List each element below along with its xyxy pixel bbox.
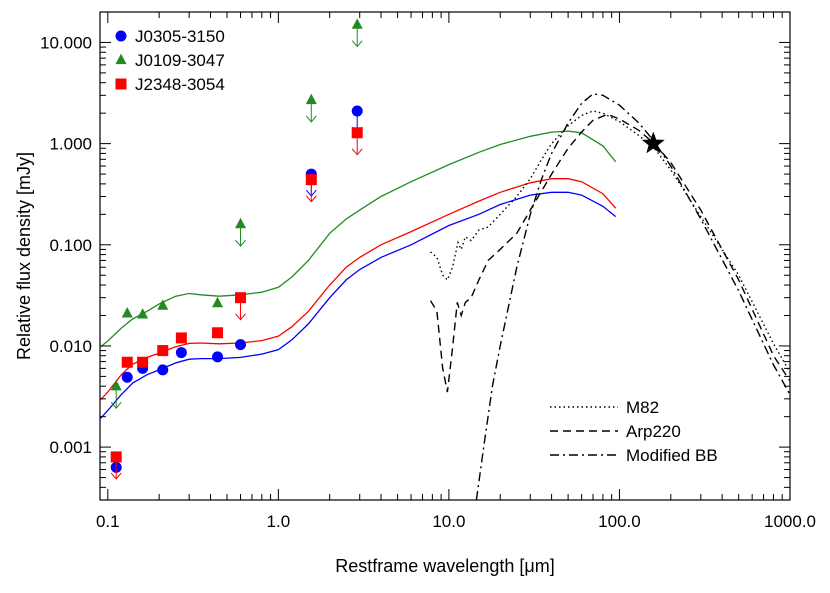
data-point-j2348-3054 xyxy=(305,174,317,203)
curves-layer xyxy=(100,93,790,500)
upper-limit-arrow-head xyxy=(110,472,122,480)
data-point-j2348-3054 xyxy=(212,327,224,339)
data-point-marker xyxy=(351,18,363,29)
data-point-marker xyxy=(121,356,133,368)
data-point-marker xyxy=(175,347,187,359)
data-point-marker xyxy=(305,93,317,105)
upper-limit-arrow-head xyxy=(305,115,317,123)
points-layer xyxy=(110,18,665,480)
legend-label: Arp220 xyxy=(626,422,681,441)
data-point-j0109-3047 xyxy=(235,217,247,247)
data-point-j0305-3150 xyxy=(235,339,247,351)
data-point-j0109-3047 xyxy=(351,18,363,48)
model-curve-j0109-3047 xyxy=(100,130,617,348)
legend-marker xyxy=(115,53,127,65)
data-point-j2348-3054 xyxy=(137,356,149,368)
data-point-j2348-3054 xyxy=(175,332,187,344)
data-point-marker xyxy=(351,105,363,117)
template-curve-arp220 xyxy=(429,113,790,393)
upper-limit-arrow-head xyxy=(235,239,246,247)
data-point-j0109-3047 xyxy=(157,299,169,310)
template-legend: M82 Arp220 Modified BB xyxy=(550,398,718,465)
data-point-marker xyxy=(137,356,149,368)
legend-label: J0109-3047 xyxy=(135,51,225,70)
data-point-marker xyxy=(212,351,224,363)
upper-limit-arrow-head xyxy=(110,401,122,409)
model-curve-j2348-3054 xyxy=(100,178,617,401)
template-curve-modified-bb xyxy=(475,93,790,500)
data-point-j0109-3047 xyxy=(110,379,122,409)
y-tick-label: 0.001 xyxy=(49,438,92,457)
legend-marker xyxy=(115,30,127,42)
data-point-marker xyxy=(121,307,133,318)
y-axis-title: Relative flux density [mJy] xyxy=(14,152,34,360)
data-point-j2348-3054 xyxy=(157,345,169,357)
data-point-j0109-3047 xyxy=(305,93,317,123)
y-tick-label: 0.010 xyxy=(49,337,92,356)
data-point-marker xyxy=(235,217,247,229)
data-point-j0305-3150 xyxy=(175,347,187,359)
data-point-j0109-3047 xyxy=(121,307,133,318)
data-point-marker xyxy=(305,174,317,186)
legend-label: J2348-3054 xyxy=(135,75,225,94)
data-point-marker xyxy=(137,308,149,319)
data-point-j2348-3054 xyxy=(351,127,363,156)
y-tick-label: 10.000 xyxy=(40,33,92,52)
x-tick-label: 100.0 xyxy=(598,512,641,531)
upper-limit-arrow-head xyxy=(305,195,317,203)
data-point-j0109-3047 xyxy=(212,296,224,308)
data-point-marker xyxy=(212,327,224,339)
legend-entry-m82: M82 xyxy=(550,398,659,417)
x-axis-title: Restframe wavelength [μm] xyxy=(335,556,554,576)
legend-entry-j0305-3150: J0305-3150 xyxy=(115,27,225,46)
data-point-marker xyxy=(351,127,363,139)
x-tick-label: 1000.0 xyxy=(764,512,816,531)
data-point-marker xyxy=(110,451,122,463)
upper-limit-arrow-head xyxy=(351,40,363,48)
data-point-j2348-3054 xyxy=(235,292,247,321)
legend-label: Modified BB xyxy=(626,446,718,465)
data-point-j0305-3150 xyxy=(157,364,169,376)
y-tick-label: 1.000 xyxy=(49,135,92,154)
data-point-marker xyxy=(212,296,224,308)
y-tick-label: 0.100 xyxy=(49,236,92,255)
ticks-layer: 0.1 1.0 10.0 100.0 1000.0 0.001 0.010 0.100 1.00… xyxy=(40,11,816,531)
legend-label: M82 xyxy=(626,398,659,417)
x-tick-label: 0.1 xyxy=(96,512,120,531)
legend-marker xyxy=(115,78,127,90)
data-point-j2348-3054 xyxy=(121,356,133,368)
data-point-marker xyxy=(121,371,133,383)
data-point-marker xyxy=(235,292,247,304)
x-tick-label: 1.0 xyxy=(267,512,291,531)
legend-label: J0305-3150 xyxy=(135,27,225,46)
data-point-marker xyxy=(157,364,169,376)
data-point-marker xyxy=(110,379,122,391)
upper-limit-arrow-head xyxy=(351,148,363,156)
data-point-j0305-3150 xyxy=(121,371,133,383)
legend-entry-arp220: Arp220 xyxy=(550,422,681,441)
plot-area-frame xyxy=(99,11,791,501)
x-tick-label: 10.0 xyxy=(432,512,465,531)
template-curve-m82 xyxy=(430,110,790,373)
legend-entry-j0109-3047: J0109-3047 xyxy=(115,51,225,70)
legend-entry-modified-bb: Modified BB xyxy=(550,446,718,465)
data-point-marker xyxy=(235,339,247,351)
data-point-j2348-3054 xyxy=(110,451,122,480)
data-point-marker xyxy=(175,332,187,344)
data-point-marker xyxy=(157,345,169,357)
data-point-j0305-3150 xyxy=(212,351,224,363)
star-marker xyxy=(641,131,665,154)
model-curve-j0305-3150 xyxy=(100,191,617,420)
legend-entry-j2348-3054: J2348-3054 xyxy=(115,75,225,94)
upper-limit-arrow-head xyxy=(235,313,246,321)
data-point-j0109-3047 xyxy=(137,308,149,319)
data-point-marker xyxy=(157,299,169,310)
legend: J0305-3150 J0109-3047 J2348-3054 xyxy=(115,27,225,94)
